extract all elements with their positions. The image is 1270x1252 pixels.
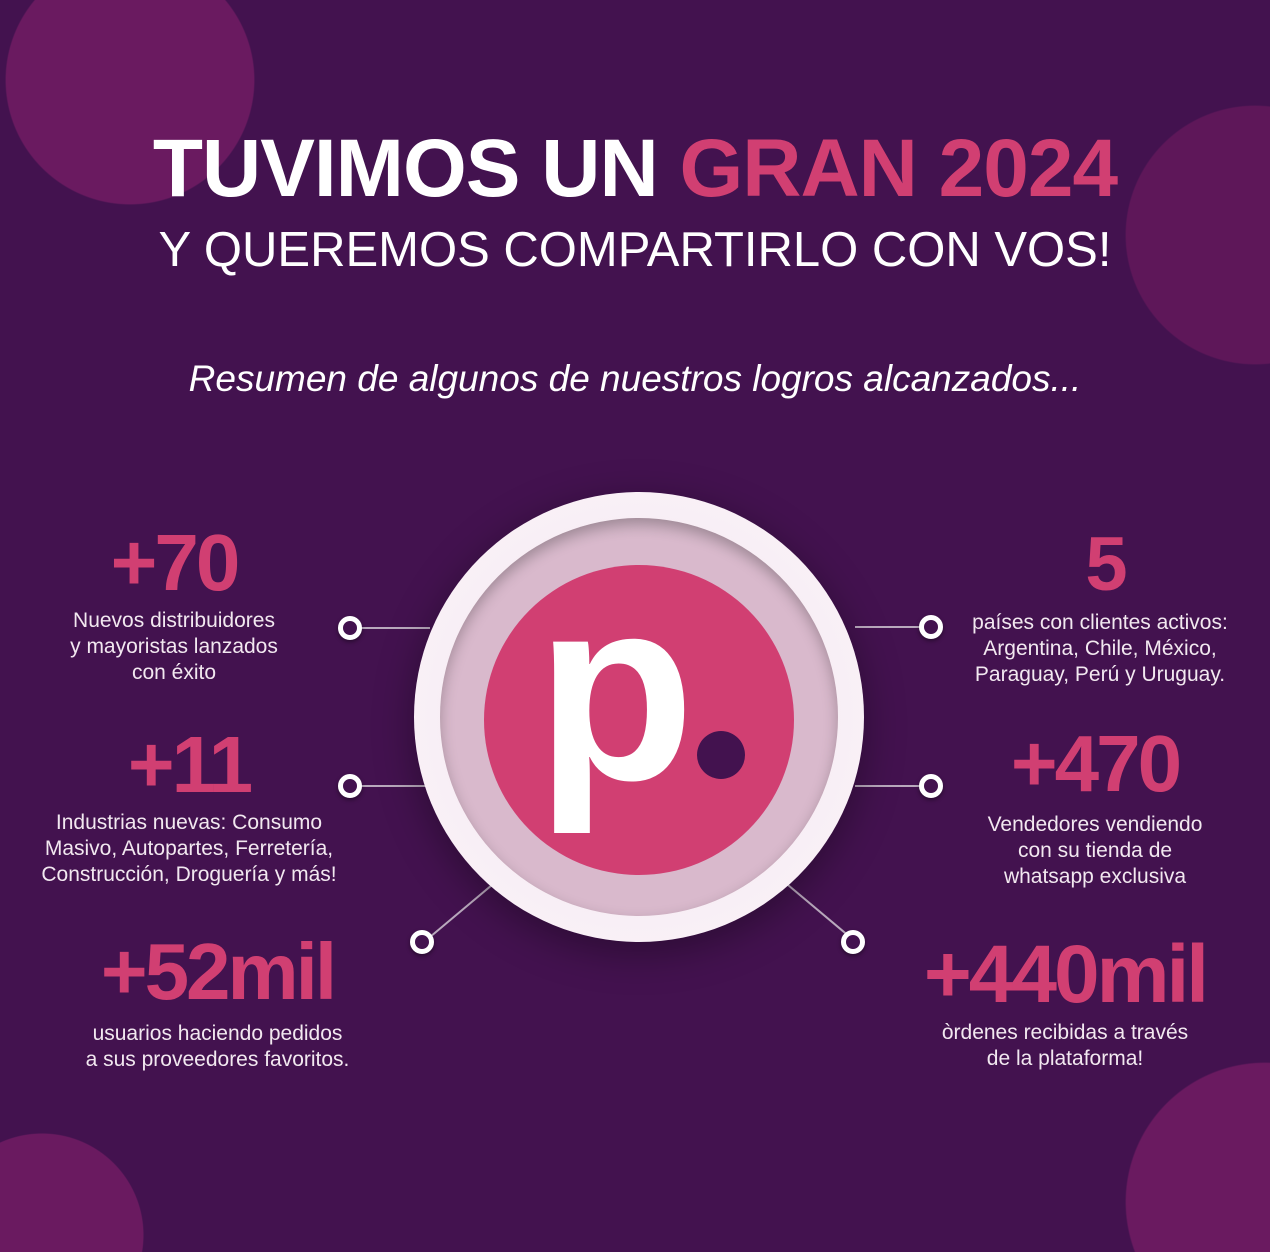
- desc-line: con su tienda de: [1017, 839, 1173, 862]
- desc-line: países con clientes activos:: [972, 611, 1228, 634]
- desc-line: y mayoristas lanzados: [70, 635, 278, 658]
- logo-dot: [697, 731, 745, 779]
- desc-line: Argentina, Chile, México,: [983, 637, 1217, 660]
- stat-value: 5: [1085, 522, 1127, 607]
- desc-line: de la plataforma!: [986, 1047, 1144, 1070]
- stat-description: Vendedores vendiendo con su tienda de wh…: [945, 812, 1245, 890]
- desc-line: Nuevos distribuidores: [73, 609, 275, 632]
- connector-line: [855, 785, 925, 787]
- connector-dot: [338, 616, 362, 640]
- stat-value: +52mil: [100, 927, 337, 1016]
- stat-value: +470: [1010, 719, 1182, 808]
- logo-letter: p: [536, 545, 695, 835]
- stat-value: +70: [110, 518, 241, 607]
- title-text: TUVIMOS UN: [152, 123, 680, 214]
- desc-line: con éxito: [131, 661, 217, 684]
- desc-line: òrdenes recibidas a través: [941, 1021, 1189, 1044]
- desc-line: a sus proveedores favoritos.: [85, 1048, 350, 1071]
- page-subtitle: Y QUEREMOS COMPARTIRLO CON VOS!: [158, 223, 1112, 277]
- stat-description: òrdenes recibidas a través de la platafo…: [910, 1020, 1220, 1072]
- logo-pink-disc: [484, 565, 794, 875]
- stat-description: usuarios haciendo pedidos a sus proveedo…: [40, 1021, 395, 1073]
- desc-line: Industrias nuevas: Consumo: [55, 811, 323, 834]
- stat-description: países con clientes activos: Argentina, …: [945, 610, 1255, 688]
- title-accent: GRAN 2024: [679, 123, 1118, 214]
- desc-line: Masivo, Autopartes, Ferretería,: [44, 837, 334, 860]
- desc-line: Paraguay, Perú y Uruguay.: [974, 663, 1226, 686]
- page-title: TUVIMOS UN GRAN 2024: [0, 128, 1270, 210]
- connector-dot: [841, 930, 865, 954]
- connector-line: [429, 884, 492, 938]
- connector-dot: [919, 774, 943, 798]
- connector-dot: [338, 774, 362, 798]
- connector-line: [360, 785, 430, 787]
- tagline: Resumen de algunos de nuestros logros al…: [188, 358, 1082, 399]
- connector-line: [360, 627, 430, 629]
- connector-line: [855, 626, 925, 628]
- stat-description: Nuevos distribuidores y mayoristas lanza…: [24, 608, 324, 686]
- desc-line: Construcción, Droguería y más!: [41, 863, 337, 886]
- connector-dot: [919, 615, 943, 639]
- connector-line: [787, 884, 850, 938]
- desc-line: usuarios haciendo pedidos: [92, 1022, 343, 1045]
- desc-line: whatsapp exclusiva: [1003, 865, 1187, 888]
- stat-value: +11: [127, 720, 253, 809]
- desc-line: Vendedores vendiendo: [987, 813, 1203, 836]
- connector-dot: [410, 930, 434, 954]
- stat-value: +440mil: [923, 929, 1209, 1020]
- stat-description: Industrias nuevas: Consumo Masivo, Autop…: [4, 810, 374, 888]
